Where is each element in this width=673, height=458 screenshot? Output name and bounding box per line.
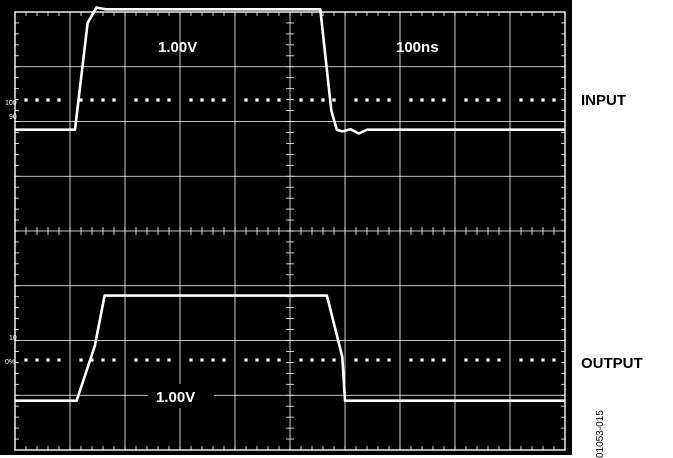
reference-dot — [211, 98, 215, 102]
ref-mark-input-upper: 100 — [5, 100, 17, 107]
reference-dot — [519, 358, 523, 362]
reference-dot — [156, 358, 160, 362]
reference-dot — [112, 358, 116, 362]
reference-dot — [222, 98, 226, 102]
trace-output — [15, 294, 565, 403]
reference-dot — [409, 98, 413, 102]
reference-dot — [299, 98, 303, 102]
reference-dot — [167, 98, 171, 102]
reference-dot — [541, 358, 545, 362]
reference-dot — [35, 358, 39, 362]
figure-id: 01053-015 — [595, 410, 606, 458]
reference-dot — [244, 358, 248, 362]
reference-dot — [442, 98, 446, 102]
reference-dot — [79, 358, 83, 362]
reference-dot — [57, 358, 61, 362]
trace-input — [15, 6, 565, 135]
reference-dot — [46, 98, 50, 102]
output-channel-label: OUTPUT — [581, 355, 643, 372]
reference-dot — [530, 358, 534, 362]
reference-dot — [57, 98, 61, 102]
reference-dot — [211, 358, 215, 362]
reference-dot — [387, 98, 391, 102]
vertical-scale-label: 1.00V — [158, 39, 197, 56]
reference-dot — [24, 98, 28, 102]
reference-dot — [497, 358, 501, 362]
reference-dot — [189, 358, 193, 362]
traces — [15, 6, 565, 403]
reference-dot — [387, 358, 391, 362]
reference-dot — [486, 98, 490, 102]
reference-dot — [376, 358, 380, 362]
reference-dot — [200, 98, 204, 102]
reference-dot — [409, 358, 413, 362]
input-channel-label: INPUT — [581, 92, 626, 109]
reference-dot — [310, 98, 314, 102]
reference-dot — [420, 358, 424, 362]
time-base-label: 100ns — [396, 39, 439, 56]
reference-dot — [46, 358, 50, 362]
reference-dot — [475, 98, 479, 102]
reference-dot — [90, 98, 94, 102]
reference-dot — [376, 98, 380, 102]
output-scale-label: 1.00V — [156, 389, 195, 406]
reference-dot — [365, 358, 369, 362]
ref-mark-output-lower: 0% — [5, 359, 15, 366]
reference-dot — [277, 98, 281, 102]
scope-text: 1.00V 100ns 1.00V 100 90 10 0% — [5, 39, 439, 406]
reference-dot — [299, 358, 303, 362]
reference-dot — [321, 358, 325, 362]
graticule — [14, 11, 566, 451]
reference-dot — [519, 98, 523, 102]
reference-dot — [332, 98, 336, 102]
ref-mark-input-lower: 90 — [9, 114, 17, 121]
reference-dot — [200, 358, 204, 362]
reference-dot — [24, 358, 28, 362]
screen-background — [0, 0, 572, 455]
reference-dot — [222, 358, 226, 362]
reference-dot — [266, 98, 270, 102]
reference-dot — [145, 98, 149, 102]
reference-dot — [189, 98, 193, 102]
reference-dot — [134, 358, 138, 362]
reference-dot — [156, 98, 160, 102]
reference-dot — [332, 358, 336, 362]
reference-dot — [277, 358, 281, 362]
ref-mark-output-upper: 10 — [9, 335, 17, 342]
reference-dot — [101, 98, 105, 102]
reference-dot — [321, 98, 325, 102]
reference-dot — [35, 98, 39, 102]
reference-dot — [431, 358, 435, 362]
reference-dot — [552, 98, 556, 102]
reference-dot — [354, 98, 358, 102]
reference-dot — [354, 358, 358, 362]
reference-dot — [112, 98, 116, 102]
reference-dot — [145, 358, 149, 362]
reference-dot — [497, 98, 501, 102]
reference-dot — [134, 98, 138, 102]
reference-dot — [552, 358, 556, 362]
reference-dot — [255, 98, 259, 102]
reference-dot — [255, 358, 259, 362]
label-backing-output-scale — [148, 384, 214, 408]
reference-dot — [420, 98, 424, 102]
reference-dot — [442, 358, 446, 362]
reference-dotted-lines — [24, 98, 556, 362]
reference-dot — [431, 98, 435, 102]
reference-dot — [464, 98, 468, 102]
reference-dot — [475, 358, 479, 362]
reference-dot — [365, 98, 369, 102]
reference-dot — [310, 358, 314, 362]
reference-dot — [464, 358, 468, 362]
reference-dot — [530, 98, 534, 102]
reference-dot — [486, 358, 490, 362]
reference-dot — [90, 358, 94, 362]
reference-dot — [79, 98, 83, 102]
reference-dot — [244, 98, 248, 102]
reference-dot — [167, 358, 171, 362]
reference-dot — [266, 358, 270, 362]
reference-dot — [541, 98, 545, 102]
reference-dot — [101, 358, 105, 362]
